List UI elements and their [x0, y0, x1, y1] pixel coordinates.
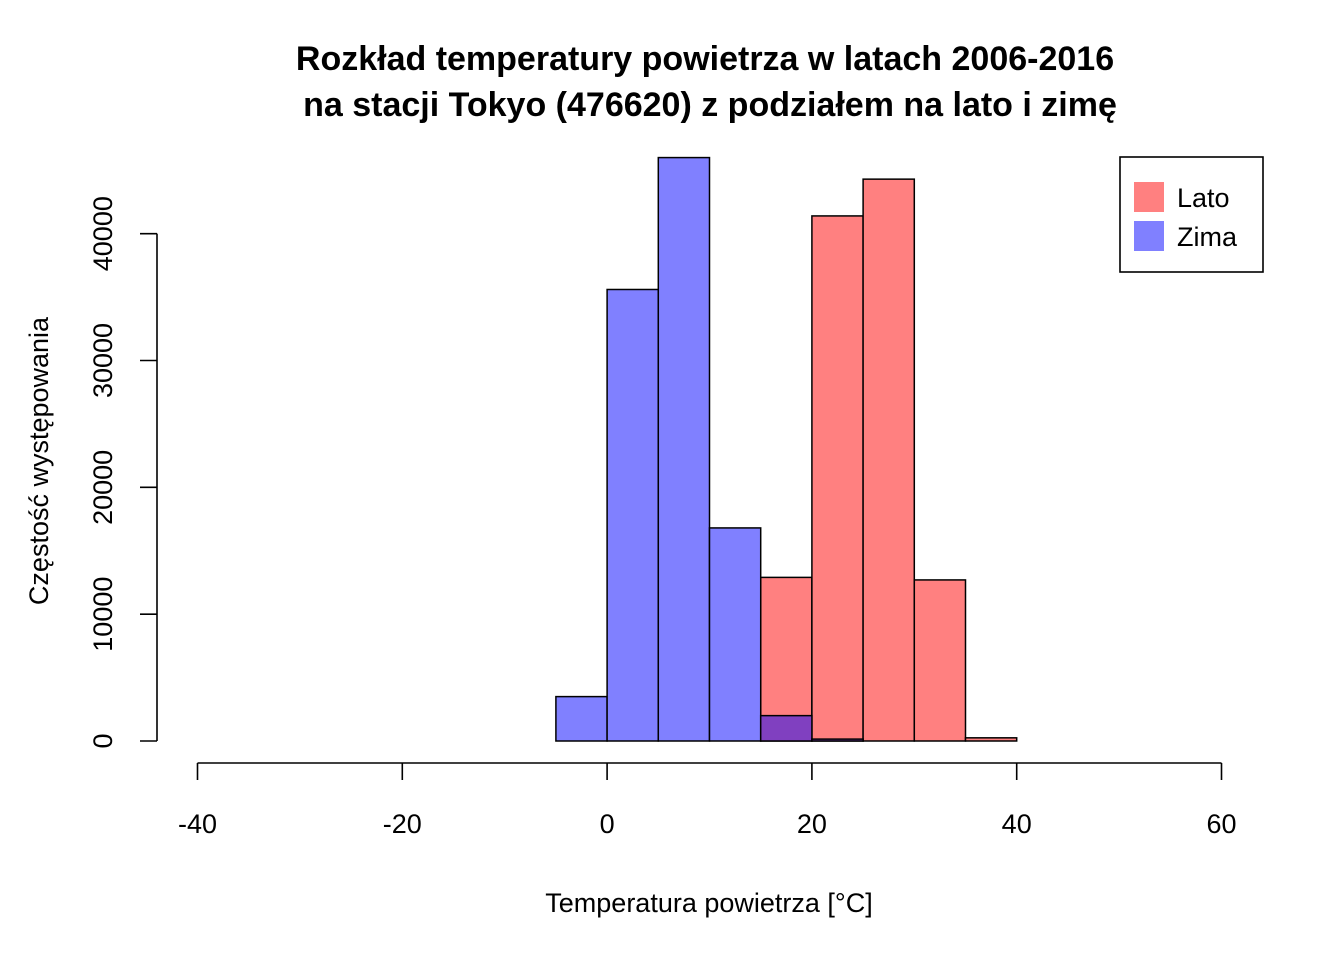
bar-lato-7	[862, 178, 916, 742]
y-axis: 0 10000 20000 30000 40000	[88, 196, 158, 749]
y-tick-label-1: 10000	[88, 577, 118, 652]
bar-lato-8	[913, 579, 967, 742]
bar-lato-9	[964, 737, 1018, 742]
x-tick-label-0: -40	[178, 809, 217, 839]
chart-title-line-1: Rozkład temperatury powietrza w latach 2…	[296, 40, 1114, 78]
bar-lato-6	[811, 215, 864, 742]
legend-label-lato: Lato	[1177, 183, 1230, 213]
y-axis-label: Częstość występowania	[24, 316, 54, 605]
x-tick-label-1: -20	[383, 809, 422, 839]
x-tick-label-2: 0	[600, 809, 615, 839]
legend-swatch-zima	[1134, 221, 1164, 251]
bar-zima-3	[657, 156, 711, 742]
y-tick-label-4: 40000	[88, 196, 118, 271]
y-tick-label-2: 20000	[88, 450, 118, 525]
bar-zima-4	[708, 527, 762, 742]
x-axis: -40 -20 0 20 40 60	[178, 762, 1237, 839]
bar-zima-2	[606, 288, 660, 742]
legend-swatch-lato	[1134, 182, 1164, 212]
bar-zima-6	[811, 738, 864, 742]
x-tick-label-4: 40	[1002, 809, 1032, 839]
y-tick-label-0: 0	[88, 733, 118, 748]
legend-label-zima: Zima	[1177, 222, 1238, 252]
chart-title-line-2: na stacji Tokyo (476620) z podziałem na …	[303, 86, 1117, 124]
bar-lato-5	[759, 576, 813, 742]
x-tick-label-3: 20	[797, 809, 827, 839]
x-tick-label-5: 60	[1206, 809, 1236, 839]
legend: Lato Zima	[1119, 156, 1264, 273]
y-tick-label-3: 30000	[88, 323, 118, 398]
x-axis-label: Temperatura powietrza [°C]	[545, 888, 872, 918]
bars-group	[555, 156, 1018, 742]
legend-box	[1119, 156, 1264, 273]
bar-zima-1	[555, 695, 608, 742]
bar-zima-5	[759, 714, 813, 742]
